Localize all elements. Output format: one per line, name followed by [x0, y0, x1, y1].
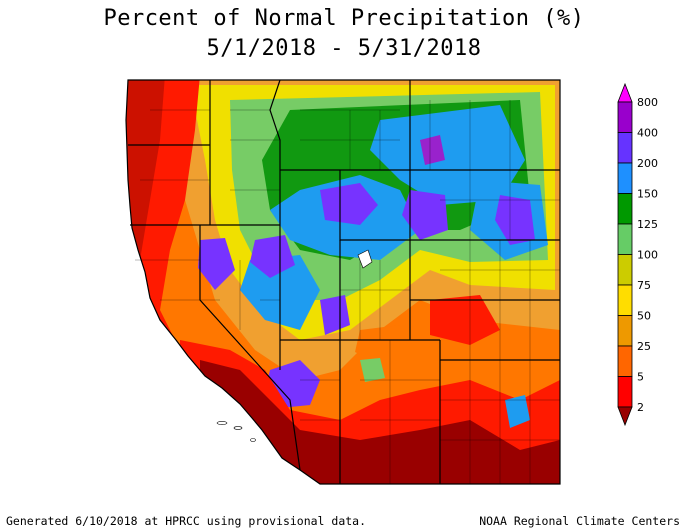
source-note: NOAA Regional Climate Centers	[479, 514, 680, 528]
region-200-400-c	[495, 195, 535, 245]
color-legend: 800 400 200 150 125 100 75 50 25 5 2	[617, 82, 658, 427]
legend-label: 25	[637, 340, 651, 353]
legend-swatch	[617, 376, 633, 408]
legend-swatch	[617, 101, 633, 133]
region-200-400-b	[402, 190, 448, 240]
map-title: Percent of Normal Precipitation (%)	[103, 6, 585, 31]
channel-islands	[216, 421, 256, 442]
legend-label: 150	[637, 188, 658, 201]
county-boundaries	[135, 100, 560, 484]
legend-label: 125	[637, 218, 658, 231]
generated-note: Generated 6/10/2018 at HPRCC using provi…	[6, 514, 367, 528]
region-150-200-montana	[370, 105, 525, 205]
legend-swatch	[617, 132, 633, 164]
precip-field	[126, 80, 560, 484]
legend-label: 400	[637, 127, 658, 140]
region-400-800	[420, 135, 445, 165]
legend-swatch	[617, 162, 633, 194]
idaho-east-border	[269, 79, 281, 225]
legend-swatch	[617, 254, 633, 286]
legend-arrow-bottom	[617, 406, 633, 427]
region-200-400-g	[320, 295, 350, 335]
great-salt-lake	[357, 249, 373, 269]
legend-swatch	[617, 223, 633, 255]
region-south-blue	[505, 395, 530, 428]
region-200-400-e	[198, 238, 235, 290]
legend-swatch	[617, 315, 633, 347]
region-200-400-a	[320, 183, 378, 225]
region-200-400-d	[250, 235, 295, 278]
region-south-green	[360, 358, 385, 382]
legend-label: 75	[637, 279, 651, 292]
legend-arrow-top	[617, 82, 633, 103]
legend-label: 100	[637, 249, 658, 262]
legend-label: 2	[637, 401, 644, 414]
legend-swatch	[617, 284, 633, 316]
wyoming-box	[339, 170, 411, 241]
region-utah-south-orange	[355, 325, 410, 365]
ca-nv-border	[199, 225, 301, 471]
legend-swatch	[617, 345, 633, 377]
region-colorado-red	[430, 295, 500, 345]
map-date-range: 5/1/2018 - 5/31/2018	[206, 36, 482, 61]
legend-label: 5	[637, 371, 644, 384]
legend-label: 50	[637, 310, 651, 323]
legend-label: 800	[637, 96, 658, 109]
legend-label: 200	[637, 157, 658, 170]
legend-swatch	[617, 193, 633, 225]
western-us-outline	[125, 79, 561, 485]
